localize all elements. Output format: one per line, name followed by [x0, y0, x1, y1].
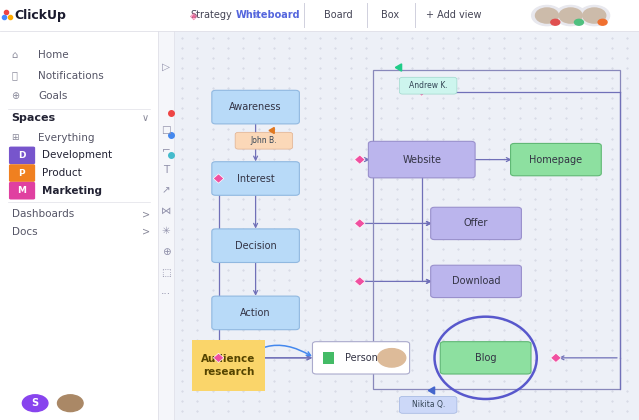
Text: P: P [19, 168, 25, 178]
Text: Blog: Blog [475, 353, 497, 363]
FancyBboxPatch shape [212, 296, 299, 330]
Polygon shape [355, 277, 365, 286]
Text: Dashboards: Dashboards [12, 209, 73, 219]
Text: Offer: Offer [464, 218, 488, 228]
Text: Box: Box [381, 10, 399, 20]
FancyBboxPatch shape [440, 342, 531, 374]
Text: Decision: Decision [235, 241, 277, 251]
Text: >: > [142, 209, 150, 219]
Text: ↗: ↗ [162, 185, 171, 195]
Text: ✳: ✳ [162, 226, 171, 236]
Text: Home: Home [38, 50, 69, 60]
FancyBboxPatch shape [399, 77, 457, 94]
Polygon shape [213, 353, 224, 362]
Text: Persona: Persona [345, 353, 383, 363]
FancyBboxPatch shape [431, 265, 521, 297]
Text: M: M [17, 186, 26, 195]
FancyBboxPatch shape [212, 90, 299, 124]
Circle shape [535, 8, 558, 23]
Text: Marketing: Marketing [42, 186, 102, 196]
Text: Strategy: Strategy [190, 10, 232, 20]
Text: ⌂: ⌂ [12, 50, 18, 60]
Circle shape [579, 5, 610, 26]
FancyBboxPatch shape [235, 132, 293, 149]
Text: Whiteboard: Whiteboard [236, 10, 301, 20]
FancyBboxPatch shape [212, 162, 299, 195]
Text: ⊕: ⊕ [12, 91, 20, 101]
Text: Board: Board [325, 10, 353, 20]
Text: T: T [163, 165, 169, 175]
FancyBboxPatch shape [158, 31, 174, 420]
Text: ⊞: ⊞ [12, 133, 19, 142]
FancyBboxPatch shape [368, 141, 475, 178]
Circle shape [22, 395, 48, 412]
Circle shape [583, 8, 606, 23]
Text: >: > [142, 227, 150, 237]
Text: ▷: ▷ [162, 62, 170, 72]
Polygon shape [551, 353, 561, 362]
Polygon shape [213, 174, 224, 183]
Text: 🔔: 🔔 [12, 71, 17, 81]
Text: ClickUp: ClickUp [14, 9, 66, 22]
Text: Product: Product [42, 168, 81, 178]
Text: Notifications: Notifications [38, 71, 104, 81]
Text: ◈: ◈ [190, 10, 197, 20]
Text: Spaces: Spaces [12, 113, 56, 123]
Text: Website: Website [402, 155, 442, 165]
Text: Everything: Everything [38, 133, 95, 143]
Text: ···: ··· [161, 289, 171, 299]
Text: Goals: Goals [38, 91, 68, 101]
Circle shape [551, 19, 560, 25]
FancyBboxPatch shape [9, 164, 35, 182]
Circle shape [574, 19, 583, 25]
FancyBboxPatch shape [0, 31, 158, 420]
Text: Awareness: Awareness [229, 102, 282, 112]
Circle shape [598, 19, 607, 25]
FancyBboxPatch shape [192, 340, 265, 391]
FancyBboxPatch shape [312, 342, 410, 374]
Text: □: □ [161, 125, 171, 135]
Text: Andrew K.: Andrew K. [409, 81, 447, 90]
Text: S: S [31, 398, 39, 408]
Text: D: D [18, 151, 26, 160]
FancyBboxPatch shape [9, 147, 35, 164]
Text: ⌐: ⌐ [162, 144, 171, 154]
Text: Audience
research: Audience research [201, 354, 256, 377]
Circle shape [378, 349, 406, 367]
Text: Action: Action [240, 308, 271, 318]
Text: Interest: Interest [236, 173, 275, 184]
Text: Development: Development [42, 150, 112, 160]
FancyBboxPatch shape [174, 31, 639, 420]
Circle shape [58, 395, 83, 412]
Text: ⊕: ⊕ [162, 247, 171, 257]
Text: + Add view: + Add view [426, 10, 481, 20]
FancyBboxPatch shape [0, 0, 639, 31]
FancyBboxPatch shape [212, 229, 299, 262]
Text: Homepage: Homepage [529, 155, 583, 165]
Text: ∨: ∨ [142, 113, 149, 123]
Circle shape [555, 5, 586, 26]
Text: ✎: ✎ [251, 10, 259, 20]
FancyBboxPatch shape [431, 207, 521, 239]
FancyBboxPatch shape [511, 144, 601, 176]
FancyBboxPatch shape [323, 352, 334, 364]
Text: Download: Download [452, 276, 500, 286]
Text: Nikita Q.: Nikita Q. [412, 400, 445, 410]
FancyBboxPatch shape [399, 396, 457, 413]
Text: ⋈: ⋈ [161, 206, 171, 216]
Polygon shape [417, 87, 427, 96]
Circle shape [532, 5, 562, 26]
Text: Docs: Docs [12, 227, 37, 237]
Text: John B.: John B. [250, 136, 277, 145]
Text: ⬚: ⬚ [161, 268, 171, 278]
FancyBboxPatch shape [9, 182, 35, 199]
Circle shape [559, 8, 582, 23]
Polygon shape [355, 155, 365, 164]
Polygon shape [355, 219, 365, 228]
